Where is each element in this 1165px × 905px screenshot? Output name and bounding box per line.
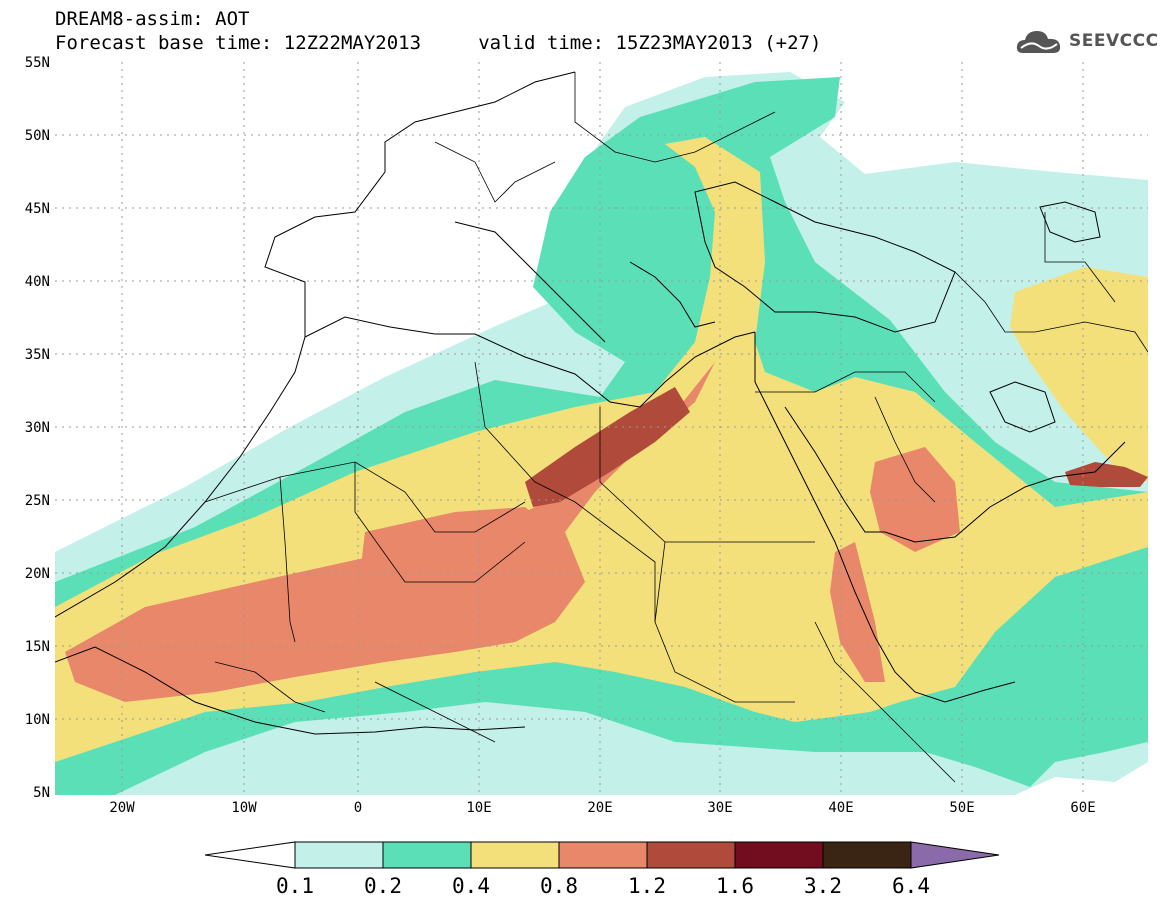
lon-label-20w: 20W [109,800,135,816]
colorbar-label-0.4: 0.4 [452,874,490,898]
lon-label-60e: 60E [1070,800,1096,816]
aot-contour-0.8-redsea [830,542,885,682]
lat-label-10n: 10N [24,712,50,728]
country-borders [204,72,1148,783]
lat-label-55n: 55N [24,55,50,71]
aot-colorbar [205,841,1000,869]
lon-label-0: 0 [353,800,363,816]
aot-contour-0.4-east [1010,267,1148,482]
aot-map-svg [55,62,1148,795]
lon-label-20e: 20E [587,800,613,816]
colorbar-bin-1.2-1.6 [646,841,736,869]
colorbar-bin-1.6-3.2 [734,841,824,869]
lon-label-50e: 50E [949,800,975,816]
logo-text: SEEVCCC [1069,31,1159,51]
lon-label-40e: 40E [828,800,854,816]
graticule [55,62,1148,795]
colorbar-label-0.1: 0.1 [276,874,314,898]
colorbar-over-arrow [910,841,1000,869]
colorbar-label-1.2: 1.2 [628,874,666,898]
lat-label-40n: 40N [24,274,50,290]
colorbar-bin-0.2-0.4 [382,841,472,869]
map-title: DREAM8-assim: AOT [55,8,250,30]
aot-contour-1.2 [525,387,690,507]
seevccc-logo: SEEVCCC [1015,26,1159,56]
aot-contour-0.8-arabia [870,447,960,552]
lon-label-10w: 10W [231,800,257,816]
colorbar-label-0.8: 0.8 [540,874,578,898]
colorbar-label-0.2: 0.2 [364,874,402,898]
colorbar-bin-0.1-0.2 [294,841,384,869]
lat-label-25n: 25N [24,493,50,509]
lat-label-20n: 20N [24,566,50,582]
lon-label-30e: 30E [707,800,733,816]
lat-label-35n: 35N [24,347,50,363]
aot-contour-0.8 [65,332,730,702]
lon-label-10e: 10E [466,800,492,816]
lat-label-30n: 30N [24,420,50,436]
aot-contour-1.2-gulf [1065,462,1148,487]
coastlines [55,71,1126,735]
aot-contour-0.8-sahara [355,507,555,627]
lat-label-15n: 15N [24,639,50,655]
colorbar-bin-0.8-1.2 [558,841,648,869]
colorbar-label-3.2: 3.2 [804,874,842,898]
lat-label-50n: 50N [24,128,50,144]
forecast-times: Forecast base time: 12Z22MAY2013 valid t… [55,32,822,54]
colorbar-bin-3.2-6.4 [822,841,912,869]
cloud-icon [1016,31,1061,53]
colorbar-bin-0.4-0.8 [470,841,560,869]
aot-map [55,62,1148,795]
lat-label-5n: 5N [33,785,50,801]
colorbar-under-arrow [205,841,296,869]
lat-label-45n: 45N [24,201,50,217]
colorbar-label-1.6: 1.6 [716,874,754,898]
colorbar-label-6.4: 6.4 [892,874,930,898]
